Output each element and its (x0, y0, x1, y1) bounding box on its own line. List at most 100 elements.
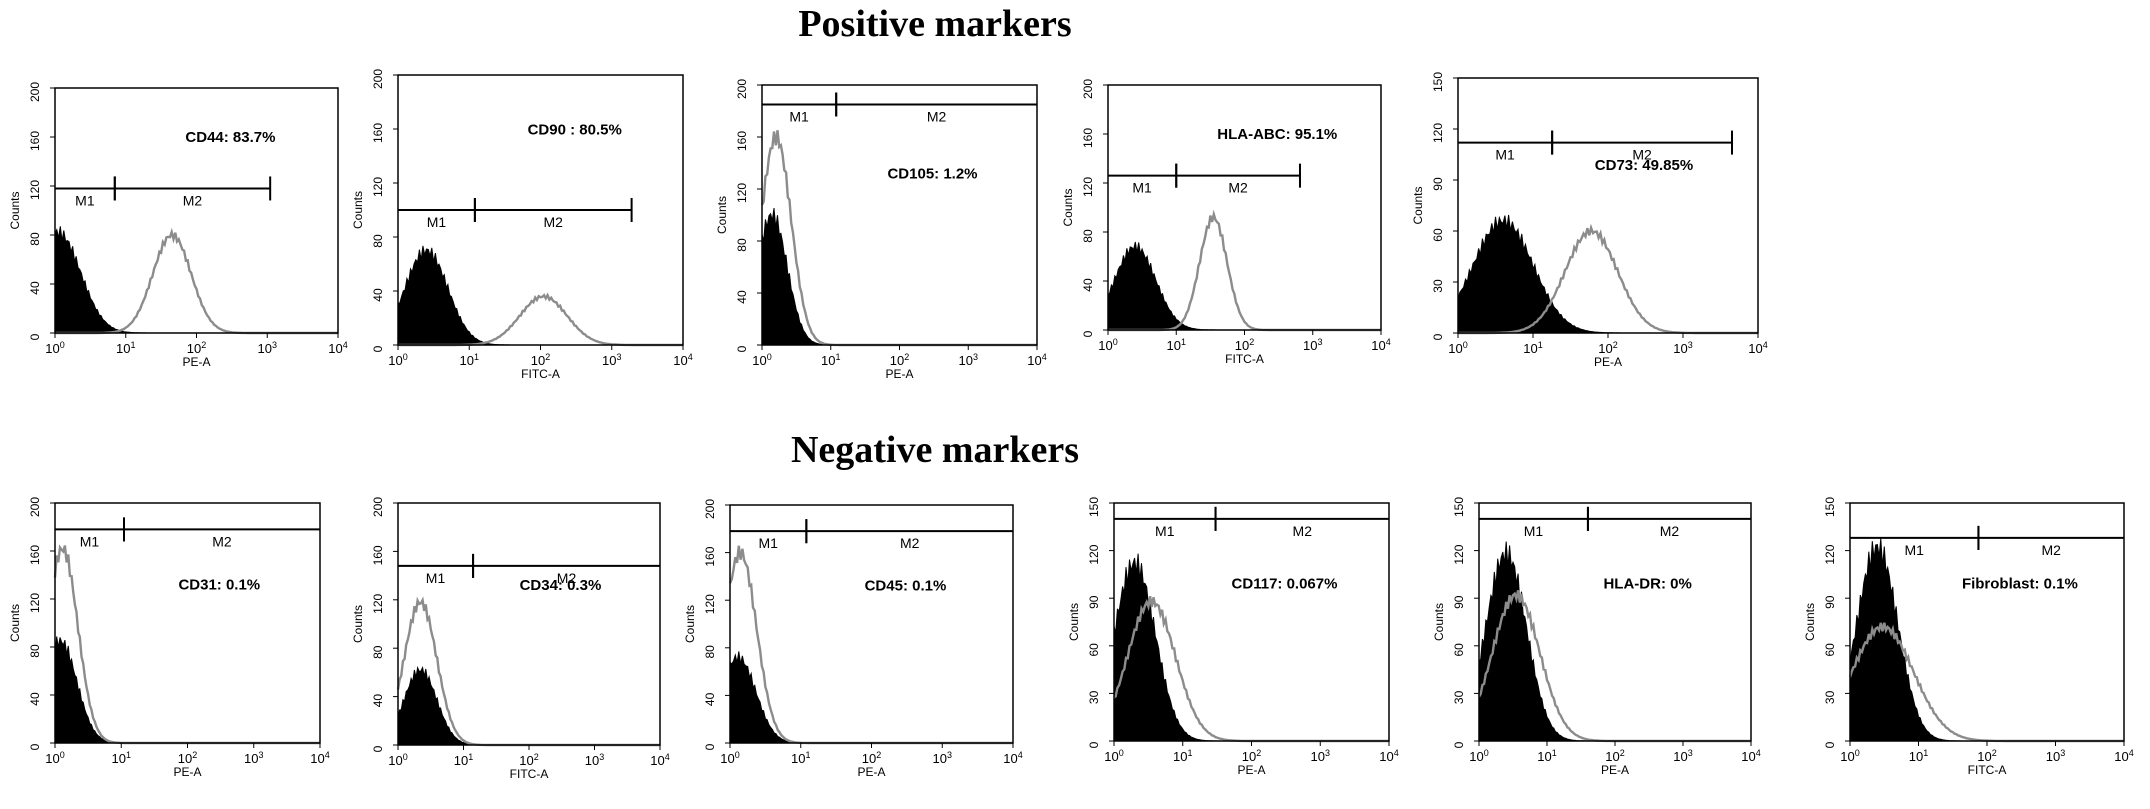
y-tick-label: 150 (1452, 497, 1466, 517)
x-axis-label: PE-A (1594, 355, 1622, 369)
y-tick-label: 0 (1087, 741, 1101, 748)
x-tick-label: 101 (454, 752, 473, 768)
control-histogram (1107, 241, 1381, 331)
y-tick-label: 80 (371, 645, 385, 659)
y-tick-label: 120 (703, 594, 717, 614)
x-tick-label: 102 (1242, 748, 1261, 764)
x-tick-label: 103 (959, 352, 978, 368)
y-tick-label: 160 (1081, 128, 1095, 148)
x-tick-label: 100 (1840, 748, 1859, 764)
y-tick-label: 30 (1431, 279, 1445, 293)
y-axis-label: Counts (351, 191, 365, 229)
marker-percent-label: CD45: 0.1% (865, 578, 947, 595)
x-tick-label: 103 (2046, 748, 2065, 764)
histogram-cd31: M1 M2 CD31: 0.1% 0 40 80 120 160 200 Counts 100 101… (8, 497, 330, 779)
y-axis-label: Counts (683, 605, 697, 643)
y-tick-label: 80 (703, 645, 717, 659)
histogram-cd45: M1 M2 CD45: 0.1% 0 40 80 120 160 200 Counts 100 101… (683, 499, 1023, 779)
y-tick-label: 60 (1823, 643, 1837, 657)
x-axis-label: FITC-A (1968, 763, 2007, 777)
x-tick-label: 102 (531, 352, 550, 368)
y-tick-label: 0 (28, 333, 42, 340)
x-tick-label: 101 (791, 750, 810, 766)
histogram-cd44: M1 M2 CD44: 83.7% 0 40 80 120 160 200 Counts 100 10… (8, 82, 348, 369)
y-tick-label: 160 (735, 131, 749, 151)
x-tick-label: 103 (602, 352, 621, 368)
x-tick-label: 102 (178, 750, 197, 766)
y-tick-label: 200 (28, 82, 42, 102)
marker-percent-label: CD34: 0.3% (520, 577, 602, 594)
y-axis-label: Counts (1061, 188, 1075, 226)
y-tick-label: 120 (735, 183, 749, 203)
y-tick-label: 150 (1823, 497, 1837, 517)
x-tick-label: 100 (45, 340, 64, 356)
y-tick-label: 40 (28, 692, 42, 706)
y-axis-label: Counts (1432, 603, 1446, 641)
y-tick-label: 90 (1452, 595, 1466, 609)
y-tick-label: 40 (735, 290, 749, 304)
x-tick-label: 104 (328, 340, 347, 356)
gate-label-m1: M1 (1155, 523, 1175, 539)
x-tick-label: 103 (1673, 748, 1692, 764)
gate-label-m1: M1 (1904, 542, 1924, 558)
y-tick-label: 40 (371, 288, 385, 302)
y-tick-label: 120 (1087, 544, 1101, 564)
gate-label-m2: M2 (2041, 542, 2061, 558)
y-axis-label: Counts (715, 196, 729, 234)
sample-histogram (760, 130, 1037, 347)
marker-percent-label: CD31: 0.1% (178, 576, 260, 593)
x-tick-label: 102 (1235, 337, 1254, 353)
marker-percent-label: CD44: 83.7% (185, 129, 275, 146)
x-tick-label: 102 (862, 750, 881, 766)
y-tick-label: 160 (28, 131, 42, 151)
histogram-hla-abc: M1 M2 HLA-ABC: 95.1% 0 40 80 120 160 200 Counts 10… (1061, 79, 1391, 366)
x-tick-label: 103 (1303, 337, 1322, 353)
y-tick-label: 0 (371, 745, 385, 752)
marker-percent-label: HLA-DR: 0% (1603, 576, 1691, 593)
y-tick-label: 120 (1452, 544, 1466, 564)
y-tick-label: 30 (1087, 690, 1101, 704)
marker-percent-label: CD105: 1.2% (887, 166, 977, 183)
x-tick-label: 104 (1003, 750, 1022, 766)
x-tick-label: 101 (460, 352, 479, 368)
y-axis-label: Counts (351, 605, 365, 643)
x-tick-label: 101 (1167, 337, 1186, 353)
negative-markers-title: Negative markers (790, 429, 1080, 471)
y-tick-label: 80 (735, 238, 749, 252)
histogram-hla-dr: M1 M2 HLA-DR: 0% 0 30 60 90 120 150 Counts 100 101 1… (1432, 497, 1761, 777)
y-axis-label: Counts (1411, 186, 1425, 224)
gate-label-m2: M2 (1228, 180, 1248, 196)
control-histogram (761, 208, 1037, 346)
x-tick-label: 100 (388, 752, 407, 768)
x-axis-label: FITC-A (521, 367, 560, 381)
y-axis-label: Counts (1803, 603, 1817, 641)
x-tick-label: 104 (1027, 352, 1046, 368)
y-tick-label: 90 (1823, 595, 1837, 609)
control-histogram (1457, 214, 1758, 334)
y-tick-label: 120 (28, 180, 42, 200)
y-tick-label: 0 (735, 345, 749, 352)
y-tick-label: 0 (1452, 741, 1466, 748)
y-tick-label: 160 (703, 546, 717, 566)
y-tick-label: 150 (1087, 497, 1101, 517)
x-tick-label: 102 (890, 352, 909, 368)
plot-frame (54, 87, 339, 334)
x-tick-label: 104 (1748, 340, 1767, 356)
x-tick-label: 101 (116, 340, 135, 356)
y-tick-label: 120 (1081, 177, 1095, 197)
x-axis-label: PE-A (173, 765, 201, 779)
x-axis-label: FITC-A (1225, 352, 1264, 366)
y-tick-label: 80 (1081, 229, 1095, 243)
x-tick-label: 103 (1673, 340, 1692, 356)
x-tick-label: 103 (585, 752, 604, 768)
x-tick-label: 101 (1909, 748, 1928, 764)
y-tick-label: 150 (1431, 72, 1445, 92)
x-axis-label: PE-A (1601, 763, 1629, 777)
gate-label-m1: M1 (1524, 523, 1544, 539)
x-tick-label: 104 (1741, 748, 1760, 764)
y-axis-label: Counts (8, 604, 22, 642)
gate-label-m2: M2 (183, 192, 203, 208)
